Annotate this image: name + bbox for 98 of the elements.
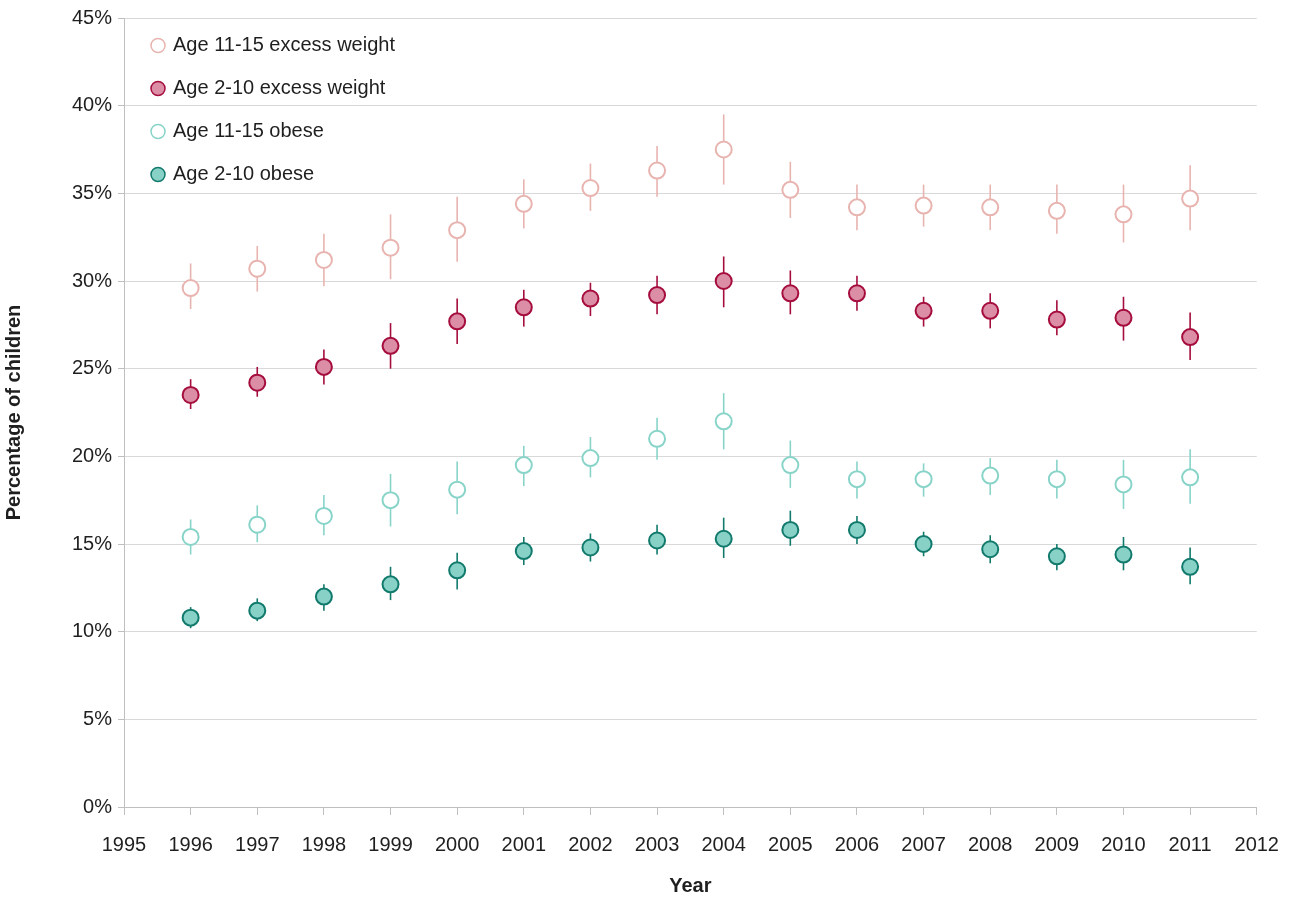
point <box>1114 545 1133 564</box>
point <box>1114 308 1133 327</box>
point <box>648 161 667 180</box>
point <box>181 279 200 298</box>
point <box>381 575 400 594</box>
x-tick-label: 1996 <box>168 832 213 855</box>
point <box>314 587 333 606</box>
legend-label: Age 2-10 excess weight <box>173 76 386 99</box>
y-tick-label: 10% <box>71 619 113 642</box>
point <box>1181 557 1200 576</box>
point <box>448 480 467 499</box>
point <box>514 298 533 317</box>
point <box>248 259 267 278</box>
legend-label: Age 11-15 excess weight <box>173 33 396 56</box>
x-tick-label: 2008 <box>967 832 1013 855</box>
point <box>781 456 800 475</box>
point <box>847 198 866 217</box>
point <box>581 289 600 308</box>
point <box>847 520 866 539</box>
point <box>181 527 200 546</box>
x-tick-label: 2006 <box>834 832 880 855</box>
x-axis-title: Year <box>669 873 712 896</box>
x-tick-label: 2000 <box>434 832 480 855</box>
y-tick-label: 0% <box>83 794 113 817</box>
point <box>448 561 467 580</box>
point <box>781 520 800 539</box>
x-tick-label: 2004 <box>701 832 746 855</box>
x-tick-label: 2012 <box>1234 832 1279 855</box>
point <box>914 196 933 215</box>
point <box>847 284 866 303</box>
point <box>1114 205 1133 224</box>
y-tick-label: 40% <box>71 93 113 116</box>
point <box>914 301 933 320</box>
point <box>714 529 733 548</box>
point <box>1114 475 1133 494</box>
y-axis-title: Percentage of children <box>1 304 24 521</box>
point <box>181 385 200 404</box>
point <box>448 312 467 331</box>
point <box>914 470 933 489</box>
x-tick-label: 1999 <box>368 832 413 855</box>
legend-label: Age 11-15 obese <box>173 119 324 142</box>
point <box>981 540 1000 559</box>
point <box>1047 201 1066 220</box>
y-tick-label: 45% <box>71 5 113 28</box>
point <box>448 221 467 240</box>
point <box>648 429 667 448</box>
point <box>381 491 400 510</box>
point <box>1047 547 1066 566</box>
point <box>1181 328 1200 347</box>
point <box>514 456 533 475</box>
x-tick-label: 2001 <box>501 832 547 855</box>
point <box>314 357 333 376</box>
legend-label: Age 2-10 obese <box>173 162 315 185</box>
y-tick-label: 25% <box>71 356 113 379</box>
point <box>914 535 933 553</box>
x-tick-label: 2007 <box>901 832 946 855</box>
x-tick-label: 2005 <box>768 832 813 855</box>
point <box>581 179 600 198</box>
point <box>514 542 533 561</box>
point <box>981 198 1000 217</box>
point <box>581 449 600 468</box>
point <box>648 531 667 550</box>
y-tick-label: 20% <box>71 443 113 466</box>
point <box>248 373 267 392</box>
point <box>981 466 1000 485</box>
y-tick-label: 15% <box>71 531 113 554</box>
x-tick-label: 1997 <box>235 832 280 855</box>
y-tick-label: 30% <box>71 268 113 291</box>
point <box>314 250 333 269</box>
point <box>314 506 333 525</box>
point <box>781 284 800 303</box>
point <box>981 301 1000 320</box>
x-tick-label: 2002 <box>568 832 613 855</box>
point <box>581 538 600 557</box>
point <box>847 470 866 489</box>
point <box>1047 470 1066 489</box>
point <box>181 608 200 627</box>
x-tick-label: 1995 <box>101 832 147 855</box>
point <box>714 412 733 431</box>
point <box>248 601 267 620</box>
point <box>1181 189 1200 208</box>
point <box>1047 310 1066 329</box>
x-tick-label: 2011 <box>1168 832 1212 855</box>
point <box>1181 468 1200 487</box>
point <box>648 286 667 305</box>
point <box>248 515 267 534</box>
x-tick-label: 2003 <box>634 832 680 855</box>
x-tick-label: 2010 <box>1101 832 1146 855</box>
y-tick-label: 35% <box>71 180 113 203</box>
point <box>381 238 400 257</box>
point <box>781 180 800 199</box>
x-tick-label: 2009 <box>1034 832 1080 855</box>
point <box>714 272 733 290</box>
point <box>381 336 400 355</box>
y-tick-label: 5% <box>83 706 113 729</box>
point <box>514 194 533 213</box>
point <box>714 140 733 159</box>
x-tick-label: 1998 <box>301 832 347 855</box>
